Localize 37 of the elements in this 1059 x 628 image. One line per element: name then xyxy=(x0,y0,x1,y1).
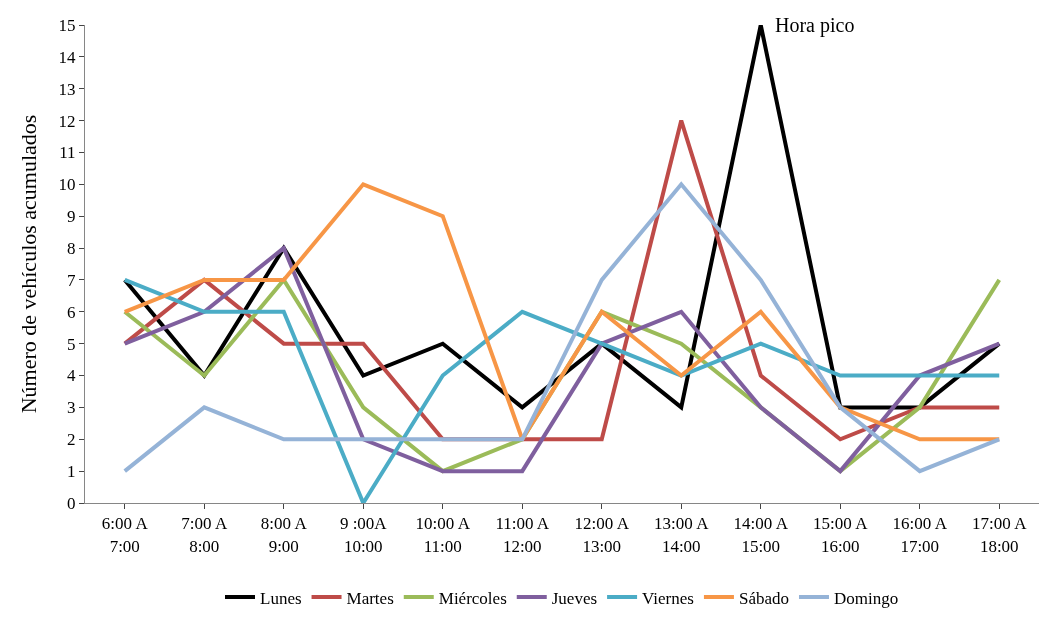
legend-label: Martes xyxy=(346,588,394,608)
x-tick-label: 9 :00A 10:00 xyxy=(339,514,388,556)
y-tick-label: 12 xyxy=(58,111,76,131)
y-tick-label: 7 xyxy=(67,270,77,290)
legend-label: Jueves xyxy=(551,588,598,608)
x-tick-label: 15:00 A 16:00 xyxy=(813,514,869,556)
x-tick-label: 13:00 A 14:00 xyxy=(654,514,710,556)
annotation: Hora pico xyxy=(775,14,855,37)
x-tick-label: 10:00 A 11:00 xyxy=(415,514,471,556)
legend-label: Sábado xyxy=(738,588,789,608)
legend-label: Miércoles xyxy=(438,588,507,608)
x-tick-label: 14:00 A 15:00 xyxy=(733,514,789,556)
x-tick-label: 8:00 A 9:00 xyxy=(260,514,308,556)
y-tick-label: 11 xyxy=(59,143,76,163)
legend-label: Lunes xyxy=(260,588,302,608)
y-tick-label: 9 xyxy=(67,207,76,227)
y-tick-label: 13 xyxy=(58,79,76,99)
y-axis-title: Número de vehículos acumulados xyxy=(16,114,42,414)
legend-label: Domingo xyxy=(833,588,899,608)
y-tick-label: 3 xyxy=(67,398,76,418)
x-tick-label: 12:00 A 13:00 xyxy=(574,514,630,556)
x-tick-label: 11:00 A 12:00 xyxy=(495,514,550,556)
y-tick-label: 15 xyxy=(58,15,76,35)
x-tick-label: 7:00 A 8:00 xyxy=(181,514,228,556)
y-tick-label: 4 xyxy=(67,366,77,386)
x-tick-label: 17:00 A 18:00 xyxy=(972,514,1028,556)
y-tick-label: 8 xyxy=(67,239,76,259)
y-tick-label: 0 xyxy=(67,493,76,513)
legend-label: Viernes xyxy=(642,588,694,608)
y-tick-label: 14 xyxy=(58,47,77,67)
y-tick-label: 2 xyxy=(67,430,76,450)
x-tick-label: 6:00 A 7:00 xyxy=(101,514,149,556)
x-tick-label: 16:00 A 17:00 xyxy=(892,514,948,556)
y-tick-label: 1 xyxy=(67,462,76,482)
y-tick-label: 6 xyxy=(67,302,76,322)
y-tick-label: 10 xyxy=(58,175,76,195)
y-tick-label: 5 xyxy=(67,334,76,354)
